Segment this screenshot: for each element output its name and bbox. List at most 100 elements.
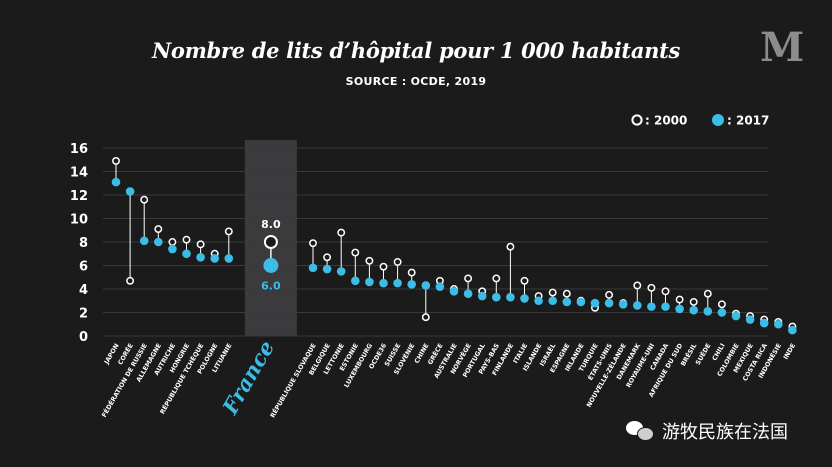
chart-title: Nombre de lits d’hôpital pour 1 000 habi… [151,38,681,63]
point-2017 [351,276,360,286]
point-2000 [224,227,233,236]
point-2017 [139,236,149,246]
point-2000 [661,287,670,296]
le-monde-logo: M [760,24,805,71]
point-2000 [492,274,501,283]
france-value-2000: 8.0 [261,218,281,231]
point-2000 [548,288,557,297]
wechat-watermark: 游牧民族在法国 [626,418,788,444]
point-2000 [112,156,120,165]
point-2017 [463,289,473,299]
point-2000 [633,281,642,290]
y-tick-label: 8 [79,236,88,251]
point-2000 [506,242,515,251]
point-2000 [379,262,388,271]
point-2000 [140,195,149,204]
point-2017 [196,252,205,262]
point-2000 [407,268,416,277]
wechat-icon [626,419,654,443]
point-2017 [224,254,234,263]
point-2017 [604,298,614,308]
point-2017 [379,278,388,288]
y-tick-label: 14 [70,166,88,181]
point-2017 [731,311,741,321]
point-2000 [351,248,360,257]
point-2017 [308,263,318,273]
y-tick-label: 6 [79,260,88,275]
point-2017 [263,258,279,273]
point-2017 [576,297,586,307]
point-2000 [168,238,177,246]
point-2000 [689,297,698,306]
point-2000 [126,276,135,285]
point-2017 [759,318,769,328]
point-2017 [125,187,135,196]
chart-source: SOURCE : OCDE, 2019 [345,75,487,88]
y-tick-label: 2 [79,307,88,322]
point-2000 [520,276,529,285]
point-2017 [661,302,670,311]
category-label: INDE [782,343,797,361]
point-2000 [675,295,684,304]
point-2000 [154,225,163,234]
point-2017 [322,264,332,274]
point-2017 [365,277,374,287]
point-2017 [618,299,628,309]
point-2000 [421,313,430,322]
y-tick-label: 12 [70,189,88,204]
point-2017 [689,305,698,315]
france-value-2017: 6.0 [261,280,281,293]
point-2017 [435,282,445,291]
point-2000 [605,290,614,299]
point-2000 [323,253,332,262]
point-2000 [309,239,317,248]
y-tick-label: 0 [79,330,88,345]
legend-label-2017: : 2017 [727,114,769,128]
point-2017 [393,278,402,288]
point-2017 [717,308,727,317]
point-2017 [111,177,121,187]
point-2017 [788,325,797,335]
point-2017 [534,296,543,306]
point-2000 [263,235,278,249]
point-2017 [548,296,557,306]
point-2017 [520,294,529,303]
point-2017 [492,292,501,302]
point-2017 [590,298,600,308]
point-2017 [168,244,177,254]
point-2017 [745,315,755,324]
point-2017 [647,302,656,311]
point-2000 [393,258,402,266]
point-2000 [717,300,726,309]
point-2000 [365,256,374,265]
y-tick-label: 10 [70,213,88,228]
legend-marker-2000 [631,114,643,126]
point-2017 [421,281,431,290]
point-2017 [449,287,459,296]
point-2017 [154,237,163,247]
watermark-text: 游牧民族在法国 [662,422,788,443]
point-2000 [703,289,712,298]
point-2017 [633,301,642,310]
point-2000 [464,274,473,283]
point-2017 [477,291,487,301]
point-2017 [774,319,783,329]
point-2017 [703,307,713,316]
point-2000 [182,235,191,244]
y-tick-label: 4 [79,283,88,298]
point-2017 [562,297,572,307]
legend-marker-2017 [712,114,724,126]
point-2000 [196,240,205,249]
y-tick-label: 16 [70,142,88,157]
point-2017 [506,292,515,302]
point-2017 [407,280,417,289]
point-2000 [337,228,346,237]
point-2000 [647,283,656,292]
point-2017 [210,254,219,263]
point-2000 [562,289,571,298]
point-2017 [675,304,684,314]
legend-label-2000: : 2000 [645,114,687,128]
point-2017 [336,267,346,276]
point-2017 [182,249,191,259]
